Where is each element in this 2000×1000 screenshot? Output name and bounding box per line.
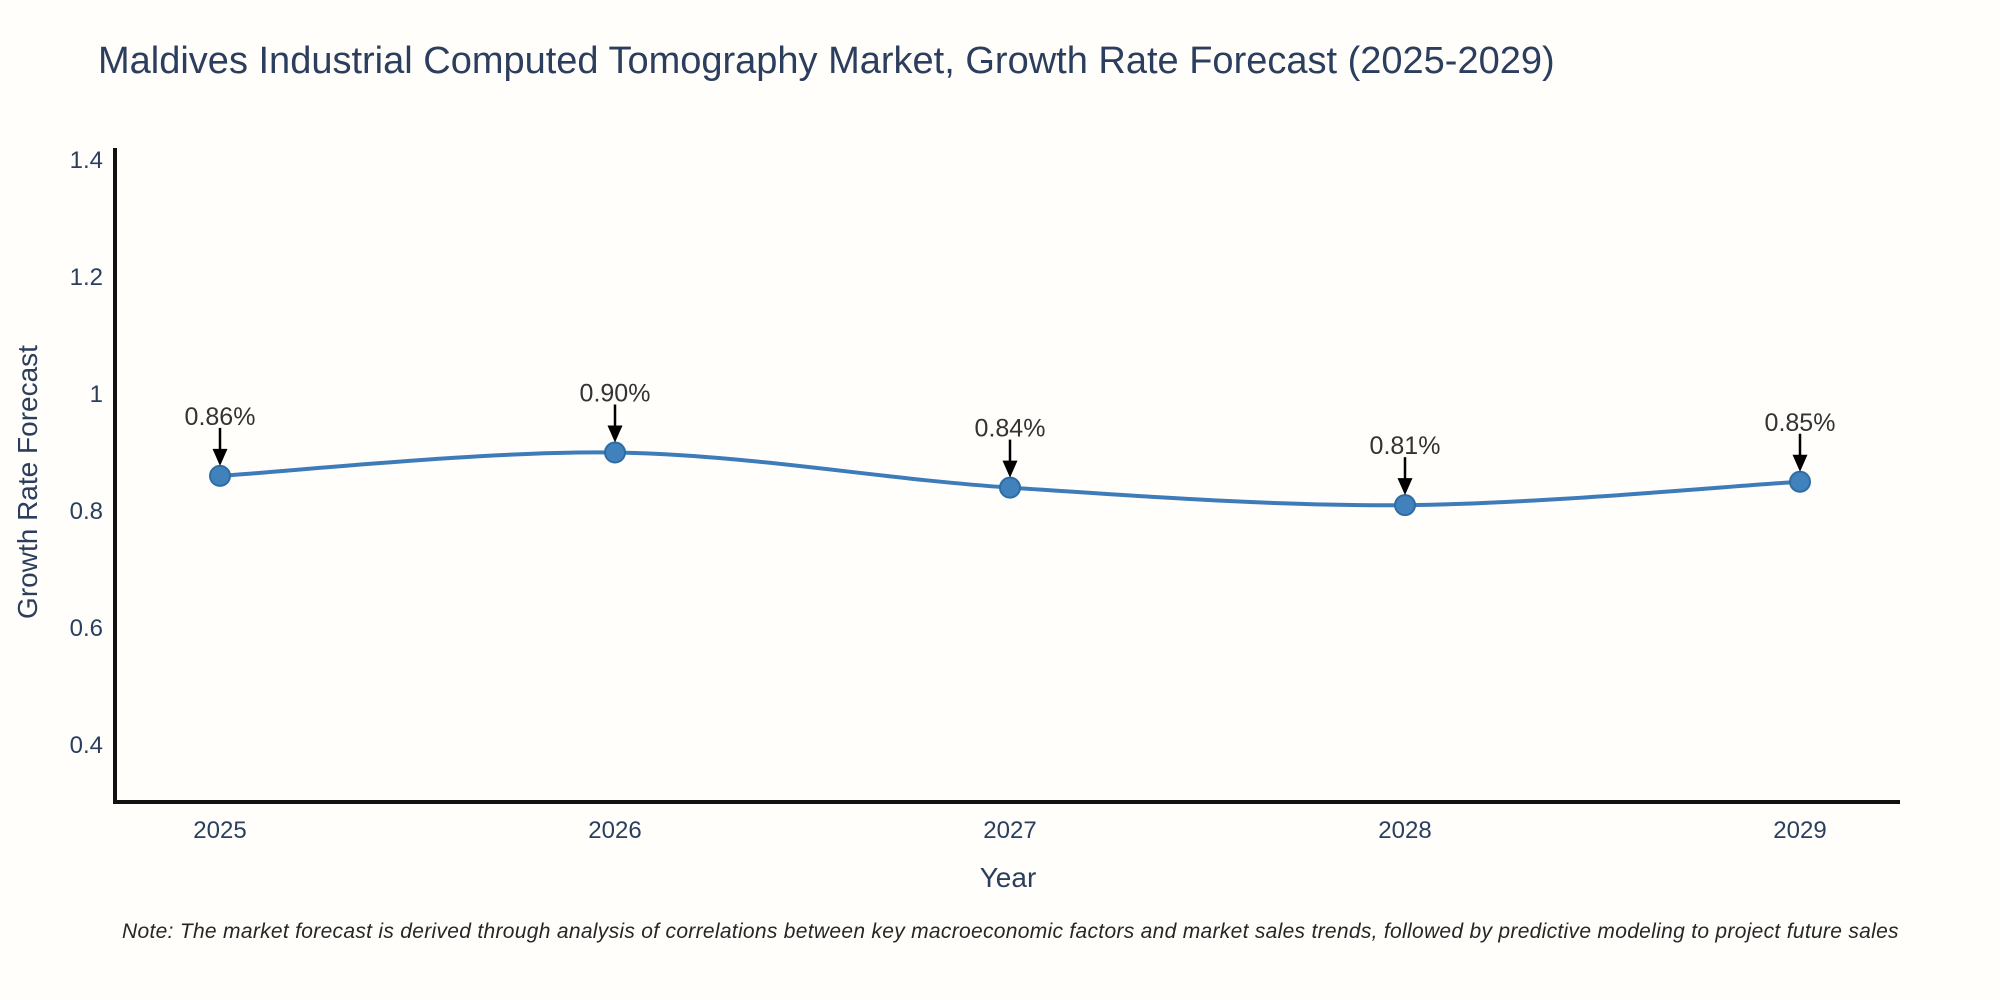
footnote: Note: The market forecast is derived thr…: [122, 920, 1899, 943]
annotation-arrowhead-2025: [212, 448, 228, 466]
x-tick-label-2026: 2026: [588, 817, 641, 844]
point-label-2026: 0.90%: [580, 380, 651, 408]
point-label-2029: 0.85%: [1765, 409, 1836, 437]
annotation-arrowhead-2027: [1002, 460, 1018, 478]
y-tick-label-0.4: 0.4: [70, 732, 103, 759]
annotation-arrowhead-2029: [1792, 454, 1808, 472]
chart-title: Maldives Industrial Computed Tomography …: [98, 40, 1555, 82]
data-point-marker-2029[interactable]: [1789, 470, 1811, 493]
y-tick-label-1.2: 1.2: [70, 264, 103, 291]
annotation-arrowhead-2026: [607, 425, 623, 443]
x-tick-label-2028: 2028: [1378, 817, 1431, 844]
y-tick-label-0.8: 0.8: [70, 498, 103, 525]
point-label-2028: 0.81%: [1370, 432, 1441, 460]
point-label-2027: 0.84%: [975, 415, 1046, 443]
x-axis-title: Year: [979, 862, 1037, 893]
data-point-marker-2027[interactable]: [999, 476, 1021, 499]
y-tick-label-0.6: 0.6: [70, 615, 103, 642]
y-tick-labels: 1.4 1.2 1 0.8 0.6 0.4: [70, 147, 103, 759]
y-tick-label-1.4: 1.4: [70, 147, 103, 174]
data-point-marker-2028[interactable]: [1394, 494, 1416, 517]
point-annotations: 0.86% 0.90% 0.84% 0.81% 0.85%: [185, 380, 1836, 496]
x-tick-labels: 2025 2026 2027 2028 2029: [193, 817, 1826, 844]
point-label-2025: 0.86%: [185, 403, 256, 431]
x-tick-label-2029: 2029: [1773, 817, 1826, 844]
y-tick-label-1: 1: [90, 381, 103, 408]
data-point-marker-2025[interactable]: [209, 464, 231, 487]
annotation-arrowhead-2028: [1397, 478, 1413, 496]
data-point-marker-2026[interactable]: [604, 441, 626, 464]
x-tick-label-2025: 2025: [193, 817, 246, 844]
x-tick-label-2027: 2027: [983, 817, 1036, 844]
